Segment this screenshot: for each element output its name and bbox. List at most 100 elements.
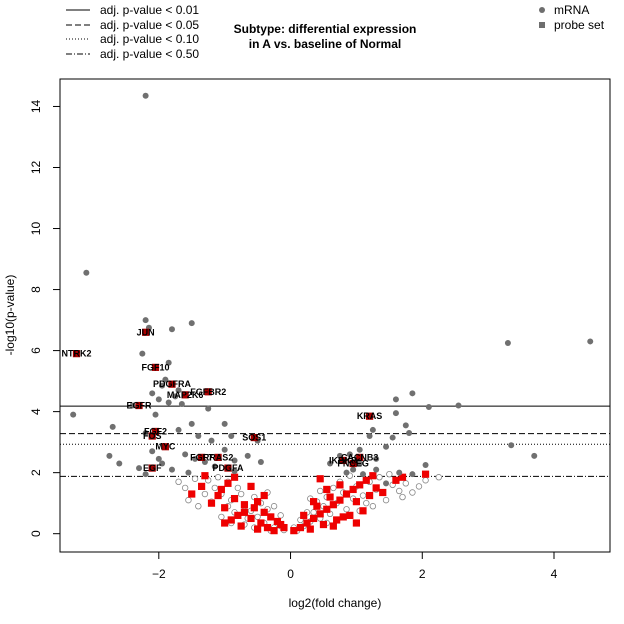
x-tick-label: −2 — [152, 567, 166, 581]
probe-point — [319, 520, 328, 529]
gene-label: MYC — [155, 442, 176, 452]
probe-significant-point — [161, 443, 169, 451]
mrna-significant-point — [168, 466, 175, 473]
probe-point — [227, 516, 235, 524]
probe-point — [316, 510, 324, 518]
gene-label: RRAS2 — [203, 452, 234, 462]
mrna-significant-point — [231, 457, 238, 464]
probe-significant-point — [151, 427, 160, 436]
probe-point — [336, 481, 344, 489]
mrna-significant-point — [221, 446, 228, 453]
probe-point — [247, 482, 255, 490]
mrna-significant-point — [531, 452, 538, 459]
mrna-significant-point — [356, 446, 363, 453]
mrna-significant-point — [356, 460, 363, 467]
mrna-significant-point — [346, 451, 353, 458]
mrna-open-point — [376, 474, 383, 481]
mrna-significant-point — [508, 442, 515, 449]
gene-labels: NTRK2JUNFGF10PDGFRAFGFBR2MAP2K6EGFRFGF2F… — [61, 327, 382, 473]
probe-point — [217, 485, 225, 494]
mrna-significant-point — [422, 462, 429, 469]
probe-point — [303, 519, 311, 527]
gene-label: FOS — [143, 431, 162, 441]
probe-significant-point — [214, 453, 222, 461]
mrna-significant-point — [425, 404, 432, 411]
mrna-open-point — [310, 509, 317, 516]
probe-point — [240, 501, 249, 509]
mrna-significant-point — [168, 326, 175, 333]
gene-label: PDGFRA — [153, 379, 192, 389]
mrna-significant-point — [373, 466, 380, 473]
mrna-significant-point — [350, 466, 357, 473]
probe-significant-point — [148, 464, 156, 472]
y-tick-label: 14 — [29, 99, 43, 113]
mrna-open-point — [175, 478, 182, 486]
probe-significant-point — [339, 456, 347, 465]
probe-point — [333, 516, 341, 524]
mrna-significant-point — [327, 460, 334, 467]
probe-point — [356, 481, 364, 489]
mrna-open-point — [396, 487, 403, 495]
probe-point — [254, 498, 262, 506]
y-axis-title: -log10(p-value) — [3, 275, 17, 356]
mrna-significant-point — [208, 437, 215, 444]
mrna-significant-point — [402, 422, 409, 429]
mrna-open-point — [422, 477, 429, 484]
mrna-significant-point — [116, 460, 123, 467]
probe-significant-point — [365, 412, 374, 420]
mrna-significant-point — [392, 396, 399, 403]
mrna-open-point — [237, 490, 245, 498]
gene-label: FGF2 — [144, 426, 167, 436]
mrna-significant-point — [165, 359, 172, 366]
probe-point — [329, 501, 337, 509]
probe-point — [277, 520, 285, 529]
mrna-significant-point — [142, 429, 149, 436]
probe-significant-point — [135, 401, 143, 410]
mrna-significant-point — [106, 452, 113, 459]
mrna-open-point — [435, 474, 442, 481]
gene-label: JUN — [137, 327, 155, 337]
probe-point — [188, 490, 196, 498]
mrna-significant-point — [366, 433, 373, 440]
mrna-significant-point — [129, 402, 136, 409]
gene-label: MAP2K6 — [167, 390, 204, 400]
probe-point — [313, 502, 321, 510]
probe-point — [234, 511, 242, 519]
probe-point — [352, 519, 361, 527]
mrna-significant-point — [139, 350, 146, 357]
mrna-significant-point — [392, 410, 399, 417]
probe-point — [323, 505, 331, 513]
probe-point — [207, 499, 216, 507]
probe-point — [309, 498, 318, 506]
probe-points — [188, 470, 430, 535]
mrna-significant-point — [162, 376, 169, 383]
mrna-significant-point — [159, 382, 166, 389]
mrna-significant-point — [175, 426, 182, 433]
mrna-significant-point — [409, 390, 416, 397]
legend-mrna-marker — [539, 7, 545, 13]
probe-point — [221, 504, 229, 512]
probe-point — [254, 525, 262, 533]
y-tick-label: 10 — [29, 222, 43, 236]
x-tick-label: 4 — [551, 567, 558, 581]
legend-label-005: adj. p-value < 0.05 — [100, 18, 199, 32]
mrna-significant-point — [211, 463, 218, 470]
mrna-open-point — [359, 492, 367, 499]
mrna-open-point — [191, 475, 199, 482]
probe-point — [372, 484, 380, 492]
mrna-open-point — [363, 499, 370, 507]
chart-title-line1: Subtype: differential expression — [234, 22, 417, 36]
probe-point — [392, 476, 400, 484]
x-tick-label: 2 — [419, 567, 426, 581]
mrna-significant-point — [373, 455, 380, 462]
mrna-open-point — [214, 474, 222, 481]
probe-significant-point — [142, 328, 150, 336]
probe-point — [362, 476, 370, 484]
mrna-significant-point — [504, 339, 511, 346]
gene-label: NTRK2 — [61, 349, 91, 359]
y-tick-label: 12 — [29, 161, 43, 175]
mrna-open-point — [277, 512, 284, 519]
y-tick-label: 8 — [29, 286, 43, 293]
mrna-significant-point — [142, 92, 149, 99]
mrna-significant-point — [396, 469, 403, 476]
